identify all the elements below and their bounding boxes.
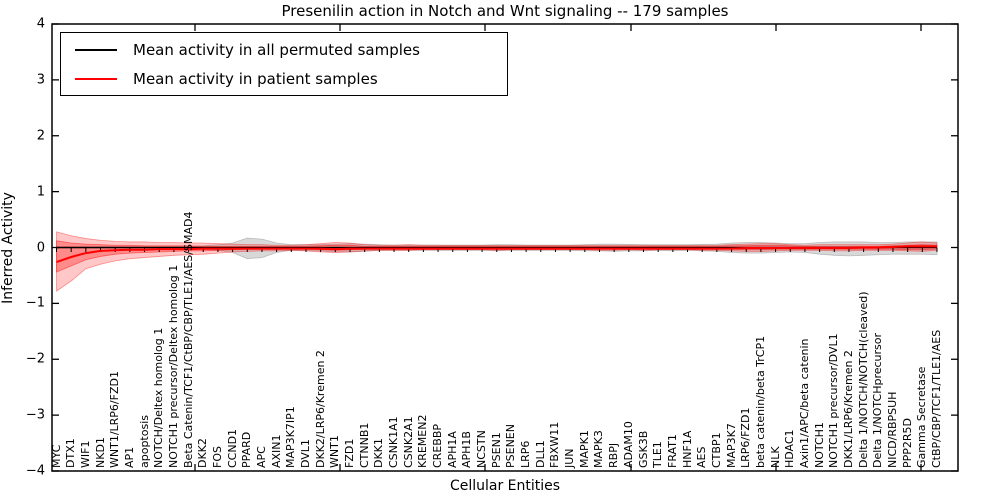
x-tick-label: PSEN1 <box>489 432 503 468</box>
x-tick-label: Delta 1/NOTCHprecursor <box>871 332 885 468</box>
x-tick-label: CTNNB1 <box>357 422 371 468</box>
legend-item: Mean activity in all permuted samples <box>61 39 420 61</box>
x-tick-label: NLK <box>768 446 782 468</box>
y-tick-label: 3 <box>36 72 45 88</box>
x-tick-label: DKK1/LRP6/Kremen 2 <box>841 350 855 468</box>
x-tick-label: NKD1 <box>93 437 107 468</box>
legend-item: Mean activity in patient samples <box>61 68 378 90</box>
x-tick-label: FBXW11 <box>548 421 562 468</box>
x-tick-label: NOTCH/Deltex homolog 1 <box>152 327 166 468</box>
x-tick-label: DVL1 <box>298 439 312 468</box>
x-tick-label: CSNK2A1 <box>401 416 415 468</box>
x-tick-label: Gamma Secretase <box>915 366 929 468</box>
x-tick-label: WNT1/LRP6/FZD1 <box>108 371 122 468</box>
x-tick-label: Beta Catenin/TCF1/CtBP/CBP/TLE1/AES/SMAD… <box>181 211 195 468</box>
x-tick-label: CCND1 <box>225 428 239 468</box>
x-tick-label: DKK2/LRP6/Kremen 2 <box>313 350 327 468</box>
x-tick-label: WNT1 <box>328 435 342 468</box>
y-tick-label: −2 <box>25 351 45 367</box>
y-tick-label: 4 <box>36 16 45 32</box>
x-tick-label: AES <box>695 446 709 468</box>
x-tick-label: PPARD <box>240 431 254 468</box>
x-tick-label: MYC <box>49 444 63 468</box>
y-tick-label: 2 <box>36 128 45 144</box>
y-tick-label: −3 <box>25 407 45 423</box>
legend: Mean activity in all permuted samples Me… <box>60 32 508 96</box>
x-tick-label: NOTCH1 <box>812 422 826 468</box>
x-tick-label: APH1B <box>460 431 474 468</box>
x-tick-label: APC <box>254 446 268 468</box>
mean-activity-in-patient-samples-line <box>56 245 937 263</box>
x-tick-label: JUN <box>563 448 577 468</box>
x-tick-label: CTBP1 <box>709 432 723 468</box>
x-tick-label: FZD1 <box>343 438 356 468</box>
x-tick-label: DTX1 <box>64 438 78 468</box>
y-tick-label: −4 <box>25 463 45 479</box>
x-tick-label: DKK2 <box>196 438 210 468</box>
x-tick-label: Delta 1/NOTCH/NOTCH(cleaved) <box>856 291 870 468</box>
x-tick-label: APH1A <box>445 431 459 468</box>
x-tick-label: NOTCH1 precursor/Deltex homolog 1 <box>166 264 180 468</box>
x-tick-label: AP1 <box>122 446 136 468</box>
x-tick-label: CSNK1A1 <box>387 416 401 468</box>
y-tick-label: 1 <box>36 184 45 200</box>
x-tick-label: PPP2R5D <box>900 417 914 468</box>
x-tick-label: TLE1 <box>651 441 665 468</box>
x-tick-label: MAPK3 <box>592 430 606 468</box>
x-tick-label: Axin1/APC/beta catenin <box>797 338 811 468</box>
x-tick-label: DKK1 <box>372 438 386 468</box>
x-tick-label: PSENEN <box>504 424 518 468</box>
x-tick-label: FRAT1 <box>665 434 679 468</box>
y-tick-label: 0 <box>36 240 45 255</box>
x-tick-label: NICD/RBPSUH <box>885 391 899 468</box>
x-tick-label: DLL1 <box>533 440 547 468</box>
x-tick-label: CtBP/CBP/TCF1/TLE1/AES <box>930 329 943 468</box>
x-tick-label: GSK3B <box>636 430 650 468</box>
legend-item-label: Mean activity in all permuted samples <box>133 41 420 59</box>
x-tick-label: apoptosis <box>137 415 151 468</box>
figure-title: Presenilin action in Notch and Wnt signa… <box>281 2 729 20</box>
x-tick-label: LRP6 <box>519 440 533 468</box>
x-tick-label: KREMEN2 <box>416 414 430 468</box>
x-tick-label: HDAC1 <box>783 429 797 468</box>
permuted-line-sample-icon <box>75 49 117 51</box>
x-tick-label: RBPJ <box>607 442 621 468</box>
x-tick-label: beta catenin/beta TrCP1 <box>753 335 767 468</box>
x-tick-label: MAP3K7 <box>724 423 738 468</box>
x-tick-label: FOS <box>210 446 224 468</box>
legend-item-label: Mean activity in patient samples <box>133 70 378 88</box>
x-tick-label: CREBBP <box>431 424 445 468</box>
x-axis-label: Cellular Entities <box>449 478 561 494</box>
x-tick-label: AXIN1 <box>269 434 283 468</box>
x-tick-label: LRP6/FZD1 <box>739 407 753 468</box>
x-tick-label: HNF1A <box>680 430 694 468</box>
x-tick-label: NOTCH1 precursor/DVL1 <box>827 333 841 468</box>
y-tick-label: −1 <box>25 295 45 311</box>
x-tick-label: MAP3K7IP1 <box>284 406 298 468</box>
x-tick-label: NCSTN <box>475 430 489 468</box>
x-tick-label: WIF1 <box>78 440 92 468</box>
patient-line-sample-icon <box>75 78 117 80</box>
x-tick-label: MAPK1 <box>577 430 591 468</box>
x-tick-label: ADAM10 <box>621 421 635 468</box>
